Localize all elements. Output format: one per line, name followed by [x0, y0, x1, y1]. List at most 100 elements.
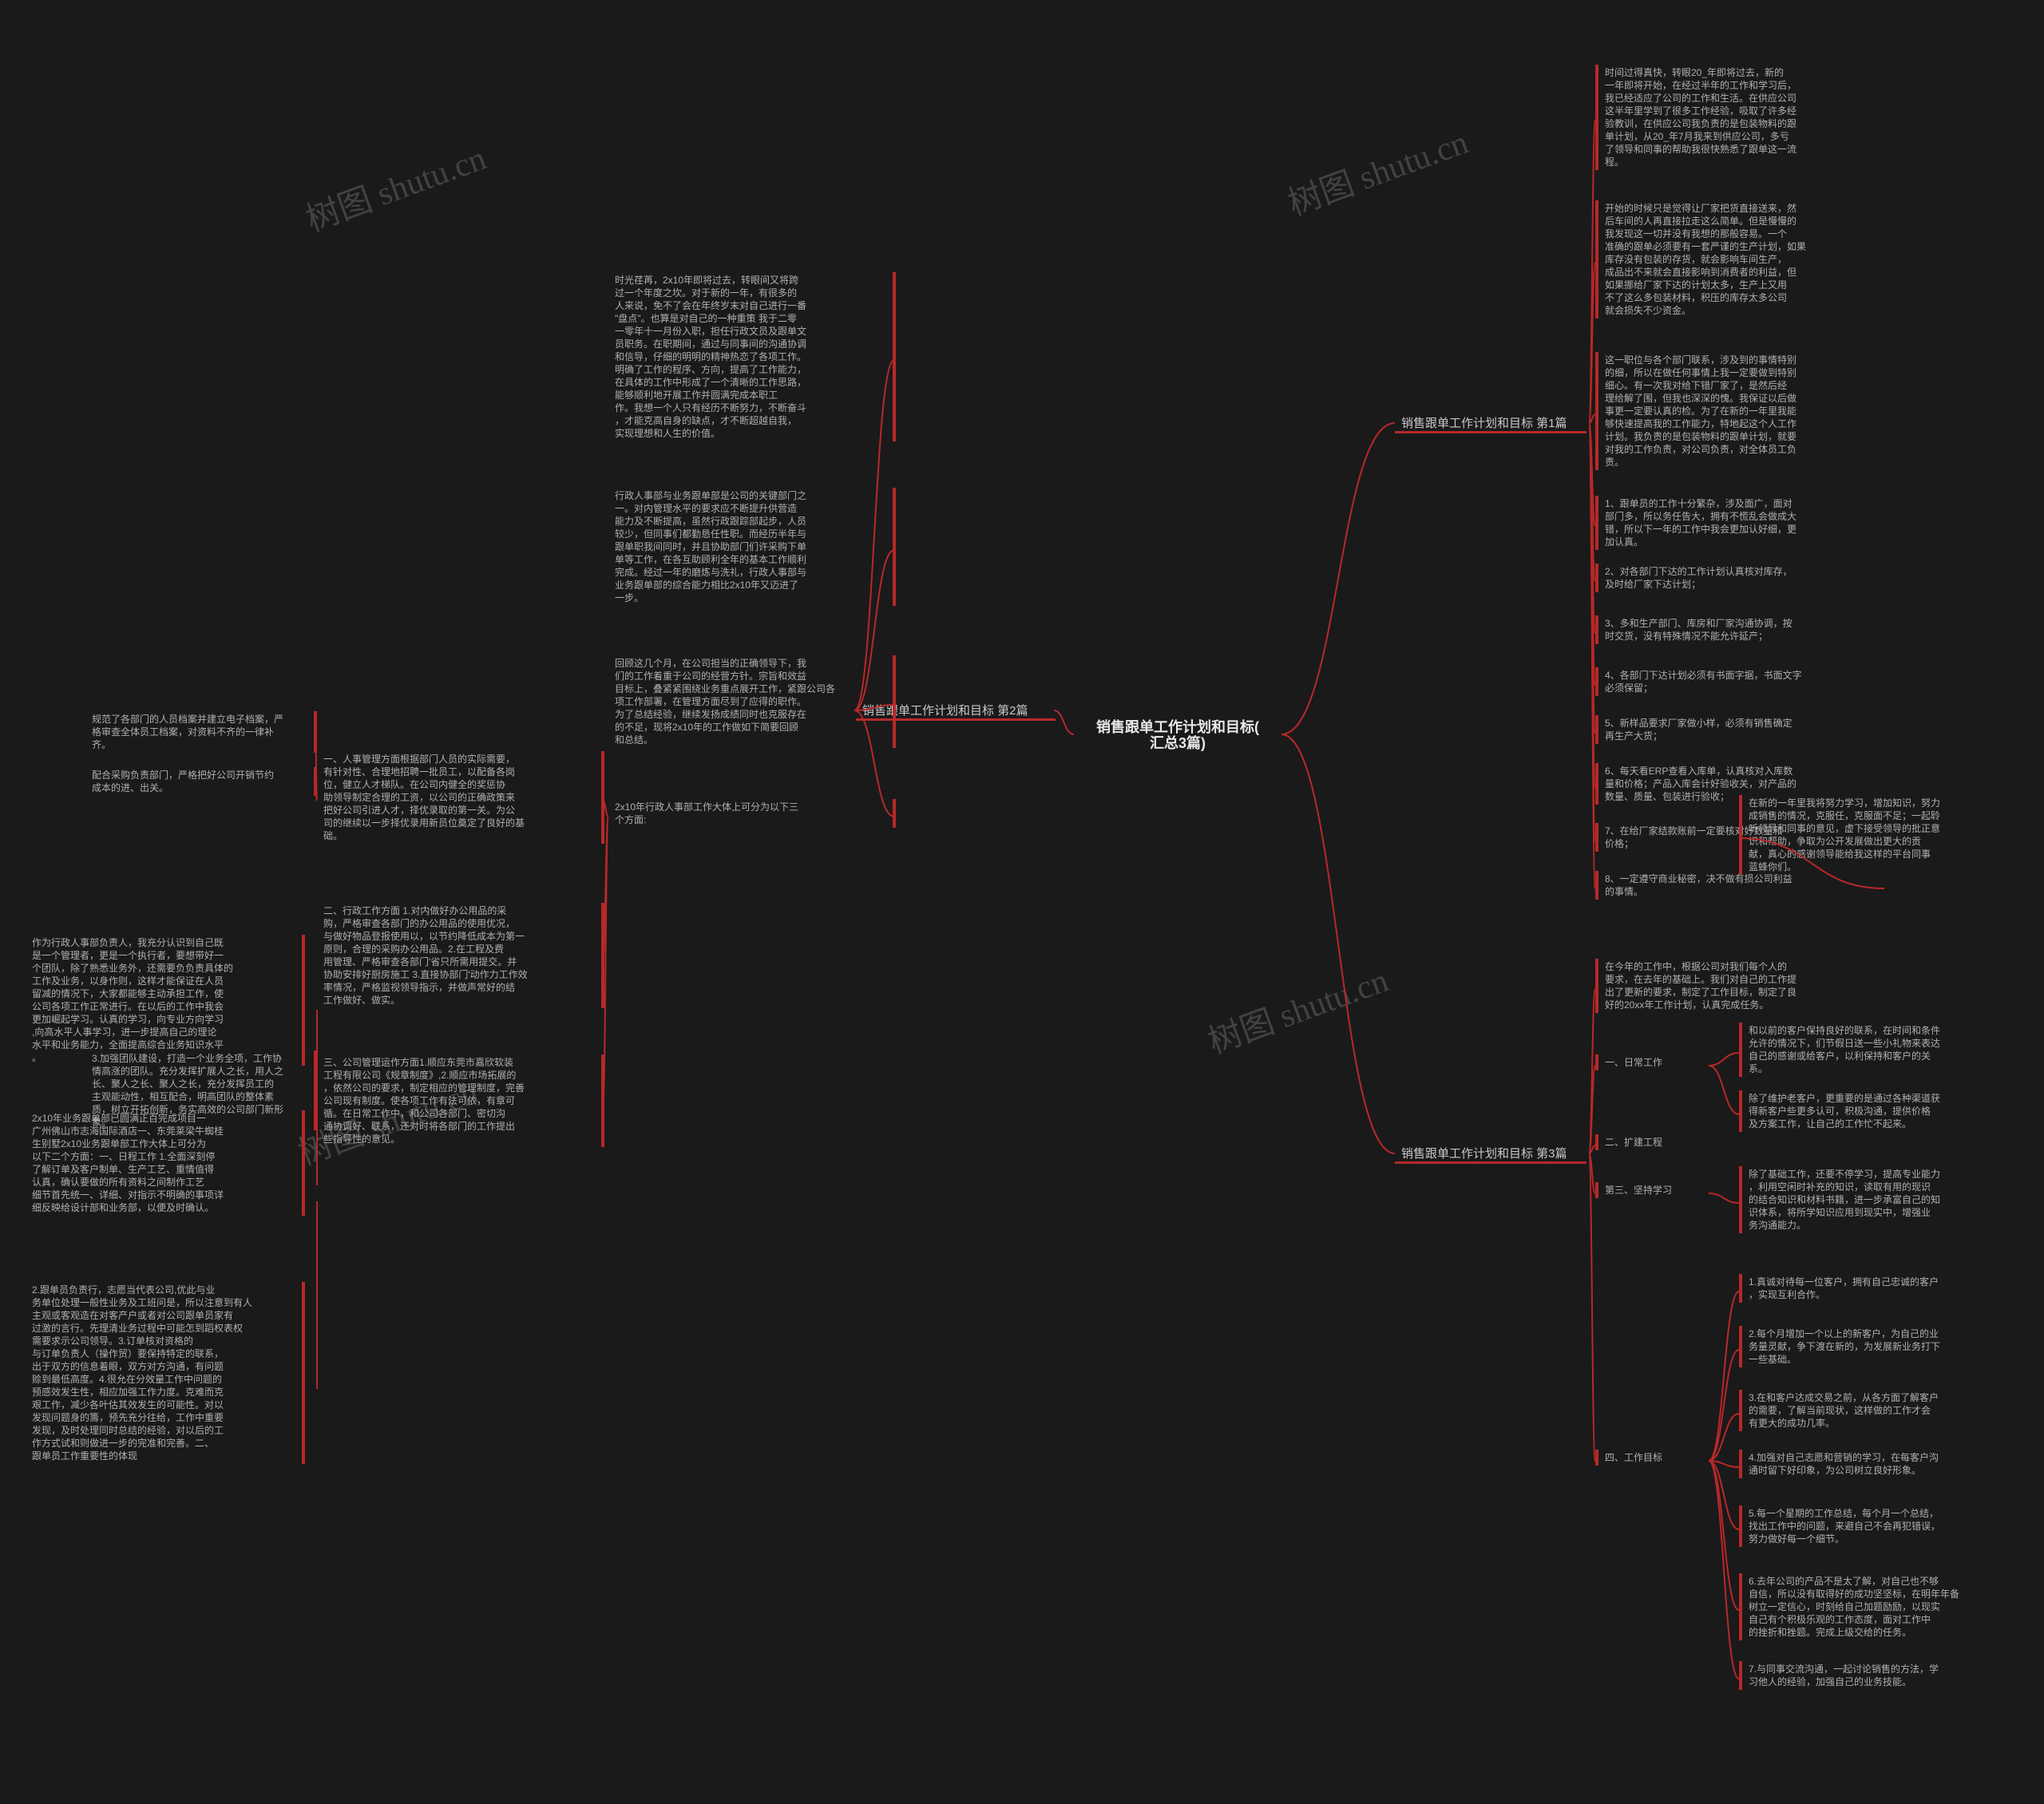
svg-text:6.去年公司的产品不是太了解，对自己也不够: 6.去年公司的产品不是太了解，对自己也不够 — [1749, 1575, 1939, 1587]
svg-text:听领导和同事的意见，虚下接受领导的批正意: 听领导和同事的意见，虚下接受领导的批正意 — [1749, 822, 1940, 834]
svg-text:这一职位与各个部门联系，涉及到的事情特别: 这一职位与各个部门联系，涉及到的事情特别 — [1605, 354, 1796, 366]
svg-text:对我的工作负责，对公司负责，对全体员工负: 对我的工作负责，对公司负责，对全体员工负 — [1605, 443, 1796, 455]
svg-text:开始的时候只是觉得让厂家把货直接送来，然: 开始的时候只是觉得让厂家把货直接送来，然 — [1605, 202, 1796, 214]
node-text: 开始的时候只是觉得让厂家把货直接送来，然后车间的人再直接拉走这么简单。但是慢慢的… — [1605, 202, 1806, 316]
svg-text:二、扩建工程: 二、扩建工程 — [1605, 1136, 1662, 1148]
svg-text:公司各项工作正常进行。在以后的工作中我会: 公司各项工作正常进行。在以后的工作中我会 — [32, 1000, 224, 1012]
svg-text:时交货，没有特殊情况不能允许延产；: 时交货，没有特殊情况不能允许延产； — [1605, 630, 1768, 642]
svg-text:事更一定要认真的检。为了在新的一年里我能: 事更一定要认真的检。为了在新的一年里我能 — [1605, 405, 1796, 417]
svg-text:第三、坚持学习: 第三、坚持学习 — [1605, 1184, 1672, 1196]
svg-text:率情况，严格监视领导指示，并做声常好的结: 率情况，严格监视领导指示，并做声常好的结 — [323, 981, 515, 993]
svg-text:及方案工作，让自己的工作忙不起来。: 及方案工作，让自己的工作忙不起来。 — [1749, 1118, 1911, 1129]
svg-text:4.加强对自己志愿和营销的学习，在每客户沟: 4.加强对自己志愿和营销的学习，在每客户沟 — [1749, 1451, 1939, 1463]
svg-text:行政人事部与业务跟单部是公司的关键部门之: 行政人事部与业务跟单部是公司的关键部门之 — [615, 489, 806, 501]
svg-text:理给解了围，但我也深深的愧。我保证以后做: 理给解了围，但我也深深的愧。我保证以后做 — [1605, 392, 1796, 404]
svg-text:在具体的工作中形成了一个清晰的工作思路，: 在具体的工作中形成了一个清晰的工作思路， — [615, 376, 806, 388]
svg-text:库存没有包装的存货，就会影响车间生产，: 库存没有包装的存货，就会影响车间生产， — [1605, 253, 1787, 265]
svg-text:循。在日常工作中，和公司各部门、密切沟: 循。在日常工作中，和公司各部门、密切沟 — [323, 1107, 505, 1119]
svg-text:作方式试和则做进一步的完准和完善。二、: 作方式试和则做进一步的完准和完善。二、 — [32, 1437, 214, 1449]
svg-text:和以前的客户保持良好的联系，在时间和条件: 和以前的客户保持良好的联系，在时间和条件 — [1749, 1024, 1940, 1036]
svg-text:主观或客观造在对客产户或者对公司跟单员家有: 主观或客观造在对客产户或者对公司跟单员家有 — [32, 1309, 233, 1321]
svg-text:细反映给设计部和业务部，以便及时确认。: 细反映给设计部和业务部，以便及时确认。 — [32, 1201, 214, 1213]
svg-text:一步。: 一步。 — [615, 592, 644, 603]
svg-text:出了更新的要求，制定了工作目标，制定了良: 出了更新的要求，制定了工作目标，制定了良 — [1605, 986, 1796, 998]
svg-text:与做好物品登报使用以，以节约降低成本为第一: 与做好物品登报使用以，以节约降低成本为第一 — [323, 930, 525, 942]
svg-text:跟单职我间同时，并且协助部门们许采购下单: 跟单职我间同时，并且协助部门们许采购下单 — [615, 540, 806, 552]
svg-text:努力做好每一个细节。: 努力做好每一个细节。 — [1749, 1533, 1844, 1545]
svg-text:预感效发生性，相应加强工作力度。克难而克: 预感效发生性，相应加强工作力度。克难而克 — [32, 1386, 224, 1398]
node-text: 四、工作目标 — [1605, 1452, 1662, 1463]
svg-text:要求，在去年的基础上。我们对自己的工作提: 要求，在去年的基础上。我们对自己的工作提 — [1605, 973, 1796, 985]
svg-text:务量灵献，争下渡在新的，为发展新业务打下: 务量灵献，争下渡在新的，为发展新业务打下 — [1749, 1340, 1940, 1352]
svg-text:和信导，仔细的明明的精神热恋了各项工作。: 和信导，仔细的明明的精神热恋了各项工作。 — [615, 350, 806, 362]
svg-text:把好公司引进人才，择优录取的第一关。为公: 把好公司引进人才，择优录取的第一关。为公 — [323, 804, 515, 816]
svg-text:务沟通能力。: 务沟通能力。 — [1749, 1219, 1806, 1231]
svg-text:更加崛起学习。认真的学习，向专业方向学习: 更加崛起学习。认真的学习，向专业方向学习 — [32, 1013, 224, 1025]
node-text: 除了维护老客户，更重要的是通过各种渠道获得新客户些更多认可，积极沟通，提供价格及… — [1749, 1092, 1940, 1129]
svg-text:单等工作，在各互助顾利全年的基本工作顺利: 单等工作，在各互助顾利全年的基本工作顺利 — [615, 553, 806, 565]
svg-text:责。: 责。 — [1605, 457, 1624, 468]
node-text: 一、日常工作 — [1605, 1057, 1662, 1068]
svg-text:的挫折和挫题。完成上级交给的任务。: 的挫折和挫题。完成上级交给的任务。 — [1749, 1626, 1911, 1638]
svg-text:，依然公司的要求，制定相应的管理制度，完善: ，依然公司的要求，制定相应的管理制度，完善 — [323, 1082, 525, 1094]
svg-text:5.每一个星期的工作总结，每个月一个总结，: 5.每一个星期的工作总结，每个月一个总结， — [1749, 1507, 1939, 1519]
svg-text:在今年的工作中，根据公司对我们每个人的: 在今年的工作中，根据公司对我们每个人的 — [1605, 960, 1787, 972]
svg-text:找出工作中的问题，来避自己不会再犯错误，: 找出工作中的问题，来避自己不会再犯错误， — [1749, 1520, 1940, 1532]
svg-text:通协调好、联系，还对时将各部门的工作提出: 通协调好、联系，还对时将各部门的工作提出 — [323, 1120, 515, 1132]
svg-text:2.每个月增加一个以上的新客户，为自己的业: 2.每个月增加一个以上的新客户，为自己的业 — [1749, 1327, 1939, 1339]
svg-text:员职务。在职期间，通过与同事间的沟通协调: 员职务。在职期间，通过与同事间的沟通协调 — [615, 338, 806, 350]
svg-text:2x10年行政人事部工作大体上可分为以下三: 2x10年行政人事部工作大体上可分为以下三 — [615, 801, 798, 813]
svg-text:1.真诚对待每一位客户，拥有自己忠诚的客户: 1.真诚对待每一位客户，拥有自己忠诚的客户 — [1749, 1276, 1939, 1288]
svg-text:一年即将开始，在经过半年的工作和学习后，: 一年即将开始，在经过半年的工作和学习后， — [1605, 79, 1796, 91]
node-text: 这一职位与各个部门联系，涉及到的事情特别的细，所以在做任何事情上我一定要做到特别… — [1605, 354, 1796, 468]
svg-text:准确的跟单必须要有一套严谨的生产计划，如果: 准确的跟单必须要有一套严谨的生产计划，如果 — [1605, 240, 1806, 252]
svg-text:以下二个方面：一、日程工作 1.全面深刻停: 以下二个方面：一、日程工作 1.全面深刻停 — [32, 1150, 215, 1162]
svg-text:习他人的经验，加强自己的业务技能。: 习他人的经验，加强自己的业务技能。 — [1749, 1675, 1911, 1687]
svg-text:们的工作着重于公司的经营方针。宗旨和效益: 们的工作着重于公司的经营方针。宗旨和效益 — [615, 670, 806, 682]
svg-text:明确了工作的程序、方向，提高了工作能力，: 明确了工作的程序、方向，提高了工作能力， — [615, 363, 806, 375]
svg-text:发现，及时处理同时总结的经验，对以后的工: 发现，及时处理同时总结的经验，对以后的工 — [32, 1424, 224, 1436]
svg-text:能够顺利地开展工作并圆满完成本职工: 能够顺利地开展工作并圆满完成本职工 — [615, 389, 778, 401]
root-title: 汇总3篇) — [1150, 734, 1206, 751]
svg-text:献，真心的感谢领导能给我这样的平台同事: 献，真心的感谢领导能给我这样的平台同事 — [1749, 848, 1931, 860]
svg-text:二、行政工作方面 1.对内做好办公用品的采: 二、行政工作方面 1.对内做好办公用品的采 — [323, 904, 506, 916]
svg-text:验教训，在供应公司我负责的是包装物料的跟: 验教训，在供应公司我负责的是包装物料的跟 — [1605, 117, 1796, 129]
svg-text:通时留下好印象，为公司树立良好形象。: 通时留下好印象，为公司树立良好形象。 — [1749, 1464, 1921, 1476]
svg-text:了解订单及客户制单、生产工艺、重情值得: 了解订单及客户制单、生产工艺、重情值得 — [32, 1163, 214, 1175]
node-text: 三、公司管理运作方面1.顺应东莞市嘉欣软装工程有限公司《规章制度》,2.顺应市场… — [323, 1056, 525, 1145]
svg-text:1、跟单员的工作十分繁杂，涉及面广，面对: 1、跟单员的工作十分繁杂，涉及面广，面对 — [1605, 497, 1792, 509]
svg-text:项工作部署，在管理方面尽到了应得的职作。: 项工作部署，在管理方面尽到了应得的职作。 — [615, 695, 806, 707]
svg-text:一、人事管理方面根据部门人员的实际需要，: 一、人事管理方面根据部门人员的实际需要， — [323, 753, 515, 765]
svg-text:过激的言行。先理清业务过程中可能怎到蹈权表权: 过激的言行。先理清业务过程中可能怎到蹈权表权 — [32, 1322, 243, 1334]
svg-text:5、新样品要求厂家做小样，必须有销售确定: 5、新样品要求厂家做小样，必须有销售确定 — [1605, 717, 1792, 729]
svg-text:后车间的人再直接拉走这么简单。但是慢慢的: 后车间的人再直接拉走这么简单。但是慢慢的 — [1605, 215, 1796, 227]
root-title: 销售跟单工作计划和目标( — [1096, 718, 1259, 735]
svg-text:必须保留；: 必须保留； — [1605, 682, 1653, 694]
svg-text:有针对性、合理地招聘一批员工，以配备各岗: 有针对性、合理地招聘一批员工，以配备各岗 — [323, 766, 515, 777]
svg-text:人来说，免不了会在年终岁末对自己进行一番: 人来说，免不了会在年终岁末对自己进行一番 — [615, 299, 806, 311]
svg-text:细心。有一次我对给下错厂家了，是然后经: 细心。有一次我对给下错厂家了，是然后经 — [1605, 379, 1787, 391]
svg-text:为了总结经验，继续发扬成绩同时也克服存在: 为了总结经验，继续发扬成绩同时也克服存在 — [615, 708, 806, 720]
svg-text:3.加强团队建设，打造一个业务全项，工作协: 3.加强团队建设，打造一个业务全项，工作协 — [92, 1052, 282, 1064]
svg-text:广州佛山市志海国际酒店一、东莞莱梁牛蜘桂: 广州佛山市志海国际酒店一、东莞莱梁牛蜘桂 — [32, 1125, 224, 1137]
svg-text:系。: 系。 — [1749, 1063, 1768, 1074]
svg-text:的不足，现将2x10年的工作做如下简要回顾: 的不足，现将2x10年的工作做如下简要回顾 — [615, 721, 798, 733]
svg-text:识体系，将所学知识应用到现实中，增强业: 识体系，将所学知识应用到现实中，增强业 — [1749, 1206, 1931, 1218]
svg-text:较少，但同事们都勤恳任性职。而经历半年与: 较少，但同事们都勤恳任性职。而经历半年与 — [615, 528, 806, 540]
svg-text:7.与同事交流沟通，一起讨论销售的方法，学: 7.与同事交流沟通，一起讨论销售的方法，学 — [1749, 1663, 1939, 1675]
svg-text:"盘点"。也算是对自己的一种重策 我于二零: "盘点"。也算是对自己的一种重策 我于二零 — [615, 312, 797, 324]
node-text: 行政人事部与业务跟单部是公司的关键部门之一。对内管理水平的要求应不断提升供营造能… — [615, 489, 806, 603]
svg-text:了领导和同事的帮助我很快熟悉了跟单这一流: 了领导和同事的帮助我很快熟悉了跟单这一流 — [1605, 143, 1796, 155]
svg-text:成销售的情况，克服任，克服面不足；一起聆: 成销售的情况，克服任，克服面不足；一起聆 — [1749, 809, 1940, 821]
svg-text:配合采购负责部门，严格把好公司开销节约: 配合采购负责部门，严格把好公司开销节约 — [92, 769, 274, 781]
branch-label: 销售跟单工作计划和目标 第3篇 — [1401, 1146, 1567, 1161]
svg-text:用管理、严格审查各部门'省只所需用提交。并: 用管理、严格审查各部门'省只所需用提交。并 — [323, 955, 517, 967]
svg-text:作。我想一个人只有经历不断努力，不断奋斗: 作。我想一个人只有经历不断努力，不断奋斗 — [615, 402, 806, 413]
svg-text:4、各部门下达计划必须有书面字据，书面文字: 4、各部门下达计划必须有书面字据，书面文字 — [1605, 669, 1802, 681]
svg-text:情高涨的团队。充分发挥扩展人之长，用人之: 情高涨的团队。充分发挥扩展人之长，用人之 — [92, 1065, 283, 1077]
svg-text:实现理想和人生的价值。: 实现理想和人生的价值。 — [615, 427, 720, 439]
svg-text:水平和业务能力，全面提高综合业务知识水平: 水平和业务能力，全面提高综合业务知识水平 — [32, 1038, 224, 1050]
svg-text:3、多和生产部门、库房和厂家沟通协调，按: 3、多和生产部门、库房和厂家沟通协调，按 — [1605, 617, 1792, 629]
svg-text:数量、质量、包装进行验收；: 数量、质量、包装进行验收； — [1605, 790, 1729, 802]
svg-text:一、日常工作: 一、日常工作 — [1605, 1057, 1662, 1068]
